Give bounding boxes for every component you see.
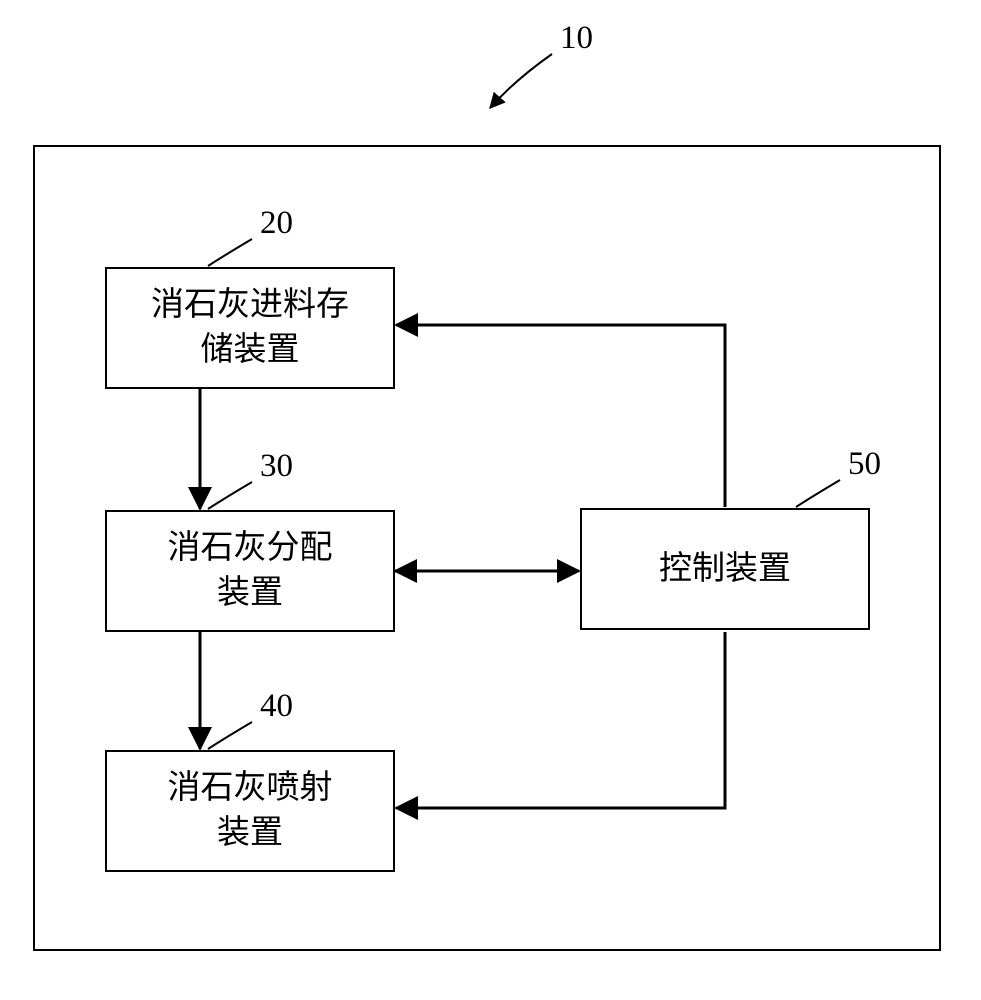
ref-label-30: 30 xyxy=(260,448,293,485)
block-50-text: 控制装置 xyxy=(659,547,791,592)
block-50: 控制装置 xyxy=(580,508,870,630)
block-40: 消石灰喷射 装置 xyxy=(105,750,395,872)
diagram-canvas: 消石灰进料存 储装置消石灰分配 装置消石灰喷射 装置 控制装置 20 30 40 50 1… xyxy=(0,0,981,1000)
system-ref-label-10: 10 xyxy=(560,20,593,57)
leader-10 xyxy=(490,54,552,108)
block-30: 消石灰分配 装置 xyxy=(105,510,395,632)
block-20: 消石灰进料存 储装置 xyxy=(105,267,395,389)
block-40-text: 消石灰喷射 装置 xyxy=(168,766,333,855)
block-20-text: 消石灰进料存 储装置 xyxy=(151,283,349,372)
ref-label-40: 40 xyxy=(260,688,293,725)
ref-label-20: 20 xyxy=(260,205,293,242)
ref-label-50: 50 xyxy=(848,446,881,483)
block-30-text: 消石灰分配 装置 xyxy=(168,526,333,615)
